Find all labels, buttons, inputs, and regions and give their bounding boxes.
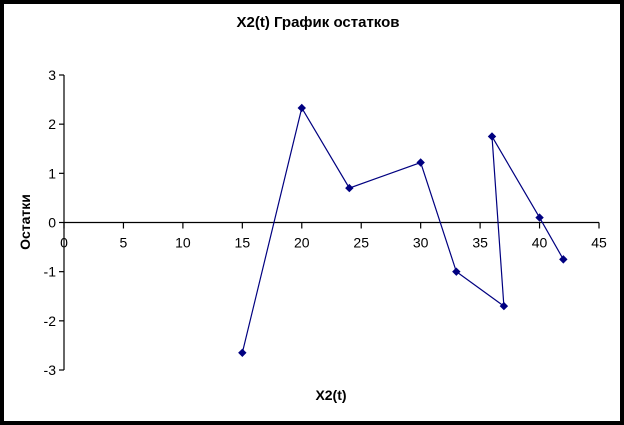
data-point-marker xyxy=(238,348,247,357)
series-line xyxy=(241,106,564,353)
x-axis-title: X2(t) xyxy=(315,387,347,403)
x-tick-label: 0 xyxy=(60,235,68,251)
y-tick-label: 0 xyxy=(48,215,56,231)
x-tick-label: 40 xyxy=(532,235,548,251)
y-tick-label: 1 xyxy=(48,165,56,181)
data-point-marker xyxy=(297,103,306,113)
data-point-marker xyxy=(499,301,509,311)
data-point-marker xyxy=(345,183,354,193)
y-tick-label: 2 xyxy=(48,116,56,132)
x-tick-label: 5 xyxy=(120,235,128,251)
x-tick-label: 25 xyxy=(353,235,369,251)
x-tick-label: 35 xyxy=(472,235,488,251)
data-point-marker xyxy=(416,158,425,167)
chart-title: X2(t) График остатков xyxy=(236,14,400,31)
x-tick-label: 15 xyxy=(235,235,251,251)
x-tick-label: 10 xyxy=(175,235,191,251)
x-tick-label: 20 xyxy=(294,235,310,251)
x-tick-label: 30 xyxy=(413,235,429,251)
y-tick-label: -1 xyxy=(44,264,57,280)
x-tick-label: 45 xyxy=(591,235,607,251)
data-point-marker xyxy=(452,267,461,276)
y-tick-label: 3 xyxy=(48,67,56,83)
data-point-marker xyxy=(535,213,544,222)
y-tick-label: -2 xyxy=(44,313,57,329)
y-tick-label: -3 xyxy=(44,362,57,378)
data-point-marker xyxy=(559,255,568,264)
data-point-marker xyxy=(487,132,497,141)
